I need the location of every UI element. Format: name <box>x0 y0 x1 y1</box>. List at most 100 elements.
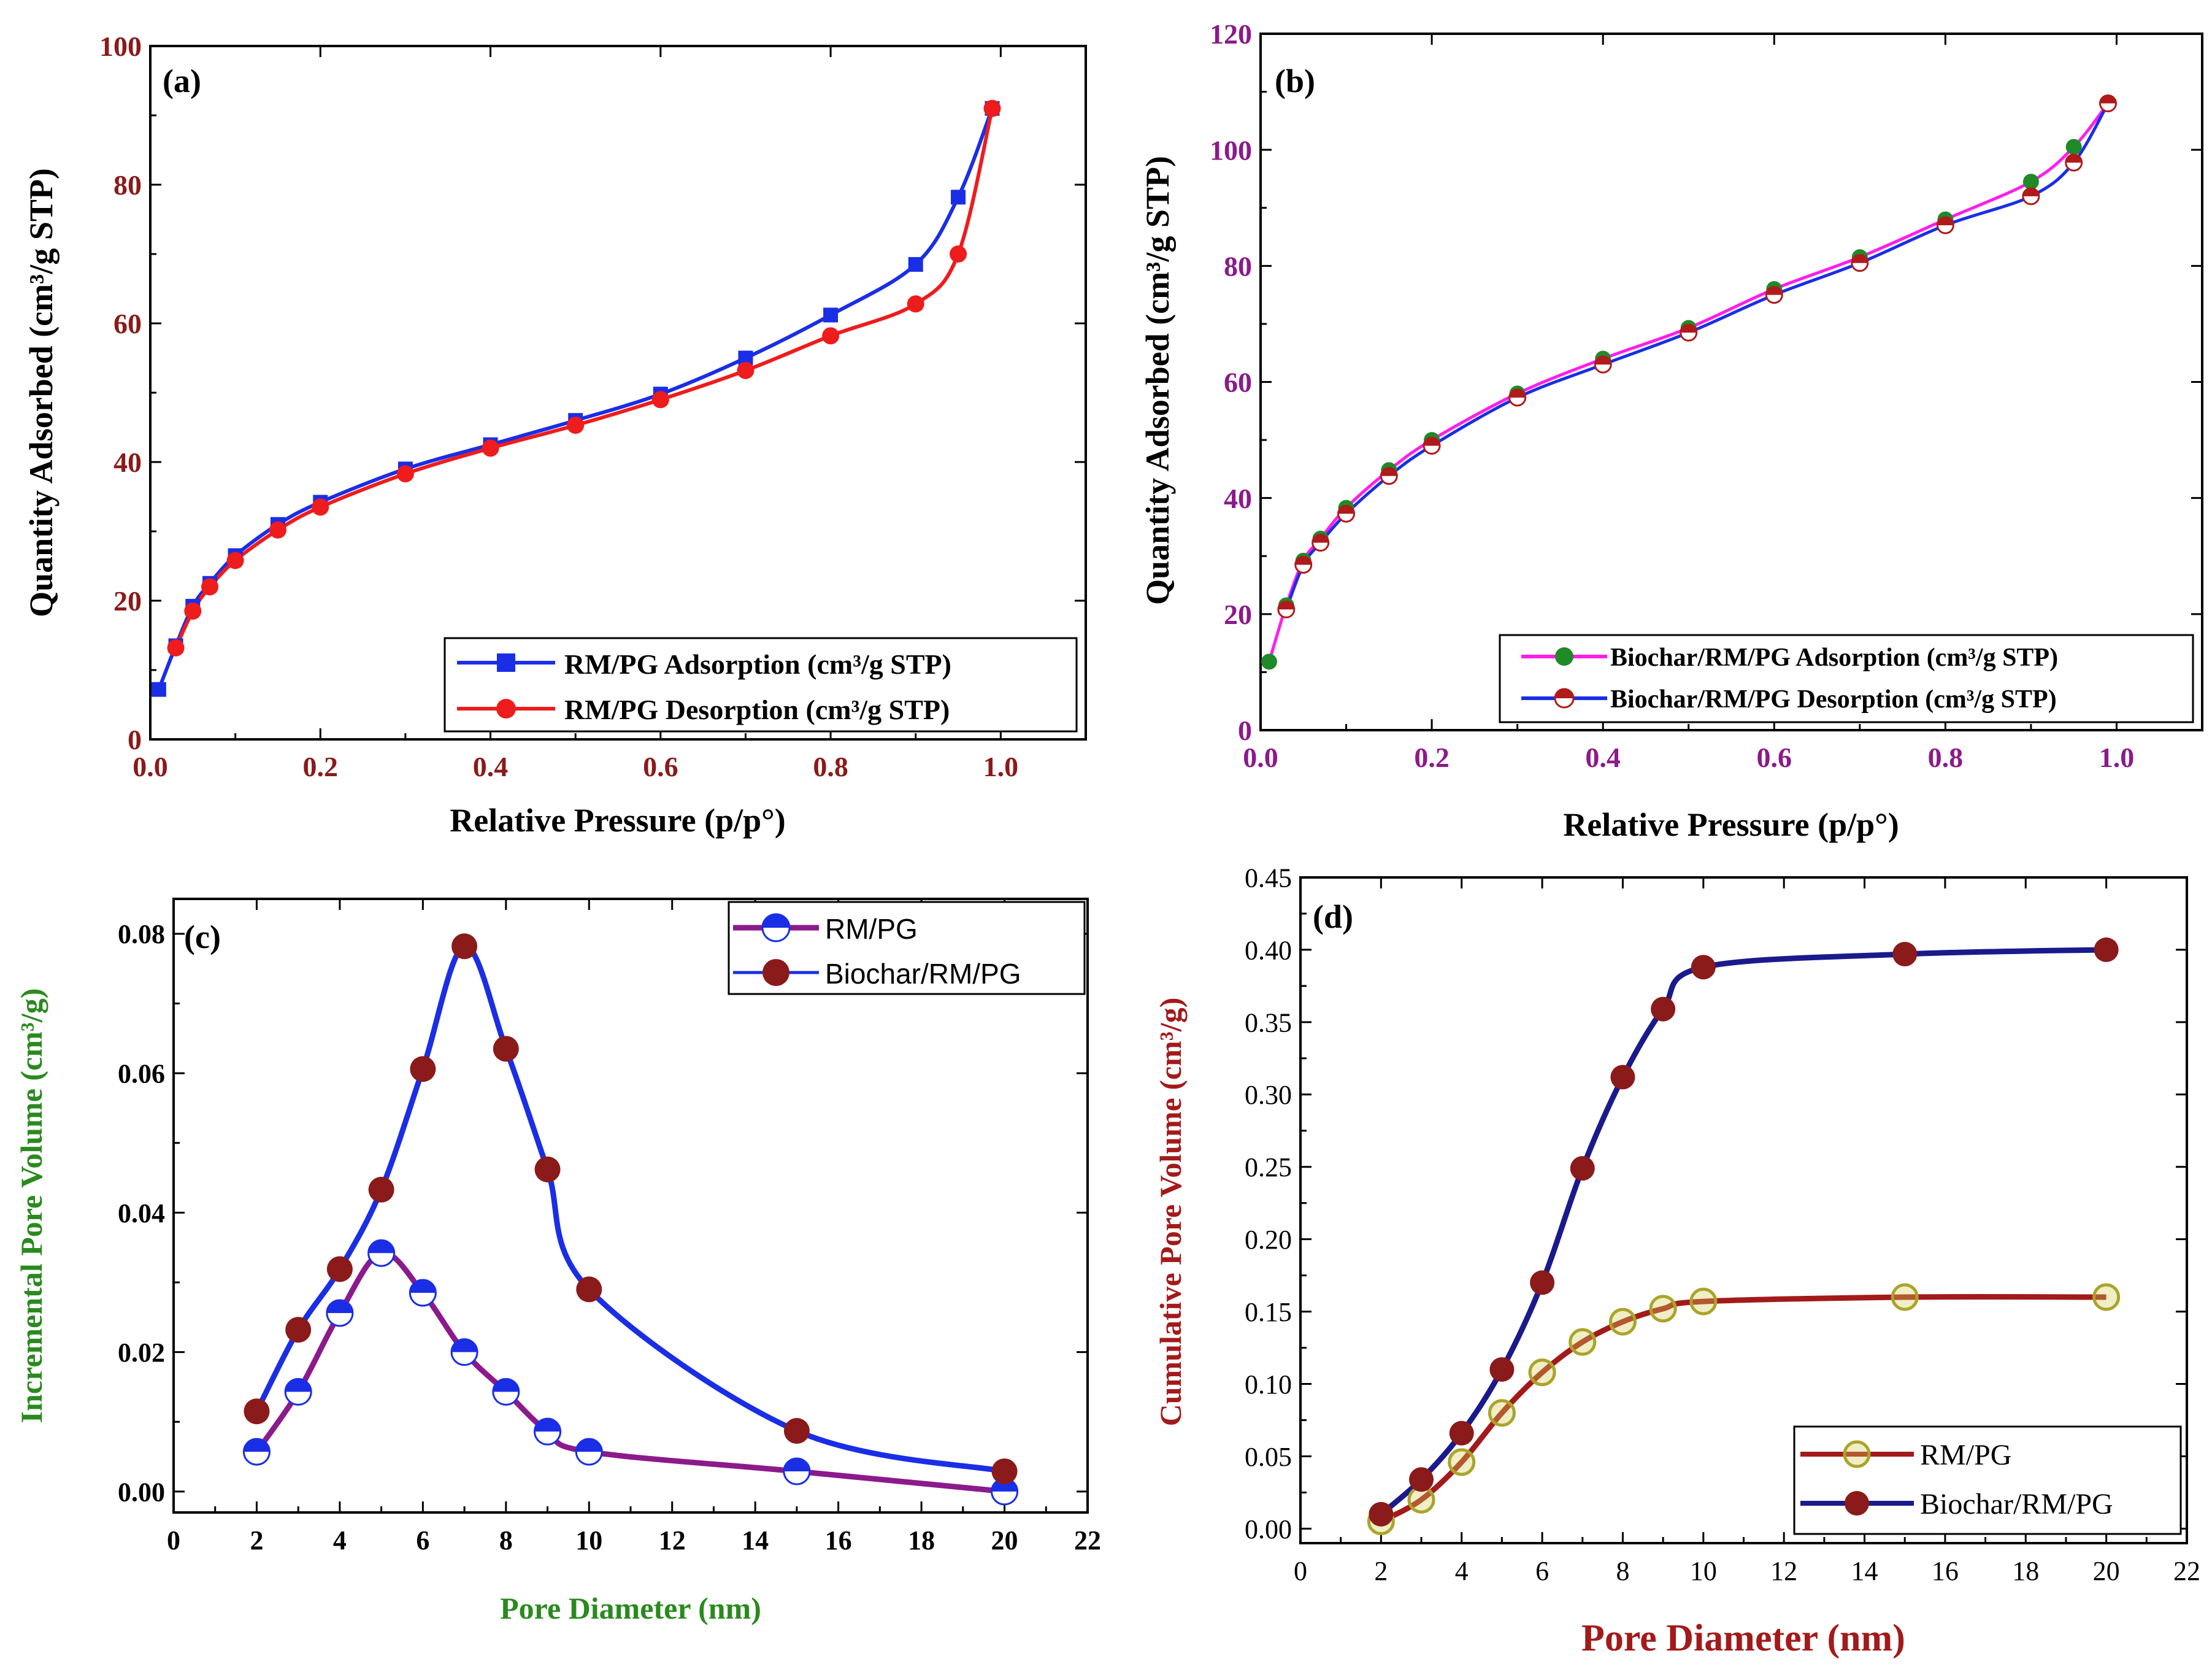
panel-d-ytick-label: 0.45 <box>1245 863 1292 893</box>
panel-d-xtick-label: 20 <box>2093 1556 2120 1586</box>
panel-b-ytick-label: 0 <box>1238 715 1252 746</box>
panel-b-xtick-label: 0.2 <box>1414 742 1450 773</box>
panel-b-xtick-label: 0.8 <box>1928 742 1964 773</box>
panel-d-series-1-point <box>1891 1283 1919 1311</box>
panel-a-series-2-point <box>184 602 202 620</box>
panel-a-legend: RM/PG Adsorption (cm³/g STP) RM/PG Desor… <box>444 637 1078 733</box>
panel-c-series-2-point <box>534 1156 561 1182</box>
panel-b-series-1-point <box>2022 174 2039 190</box>
panel-d-legend-label-rmpg: RM/PG <box>1920 1439 2011 1471</box>
panel-c-series-1-point <box>492 1377 520 1406</box>
panel-a-ytick-label: 60 <box>113 308 142 339</box>
panel-b-series-2-point <box>1380 467 1398 485</box>
panel-d-series-2-point <box>2094 937 2119 962</box>
panel-d-xtick-label: 22 <box>2173 1556 2200 1586</box>
panel-d-ytick-label: 0.10 <box>1245 1370 1292 1400</box>
panel-b-legend-box <box>1499 634 2194 723</box>
panel-c-xtick-label: 16 <box>825 1525 852 1555</box>
panel-d-series-1-point <box>1528 1358 1556 1387</box>
panel-c-xtick-label: 8 <box>499 1525 513 1555</box>
panel-b-series-1-point <box>2065 139 2082 155</box>
panel-a-series-2-point <box>822 327 840 345</box>
panel-c-legend-label-rmpg: RM/PG <box>825 913 918 945</box>
panel-a-series-2-point <box>167 639 185 657</box>
panel-d-series-1-point <box>1569 1328 1597 1356</box>
panel-a-xtick-label: 0.2 <box>303 751 339 782</box>
panel-d-ytick-label: 0.35 <box>1245 1007 1292 1038</box>
panel-a-legend-marker-desorption <box>496 699 516 718</box>
panel-c-xtick-label: 4 <box>333 1525 347 1555</box>
panel-b-series-2-point <box>1423 437 1441 455</box>
panel-b-series-line-2 <box>1285 102 2110 611</box>
panel-b-lines <box>1267 102 2110 663</box>
panel-d-xtick-label: 0 <box>1294 1556 1307 1586</box>
panel-b-series-2-point <box>2065 153 2083 172</box>
panel-c-series-1-point <box>367 1239 396 1267</box>
panel-a-lines <box>157 107 994 690</box>
panel-c-lines <box>254 943 1005 1495</box>
panel-a-legend-label-desorption: RM/PG Desorption (cm³/g STP) <box>564 694 950 725</box>
panel-c-series-2-point <box>410 1056 436 1082</box>
panel-a-frame <box>149 45 1087 741</box>
panel-b-series-2-point <box>1680 323 1698 342</box>
panel-b-ytick-label: 100 <box>1210 134 1252 166</box>
panel-d-xtick-label: 8 <box>1616 1556 1629 1586</box>
panel-c-series-1-point <box>409 1279 437 1307</box>
panel-c-ytick-label: 0.06 <box>118 1058 165 1088</box>
panel-c-legend-marker-biochar <box>762 959 789 986</box>
panel-d-series-1-point <box>1608 1308 1637 1336</box>
panel-c-legend-marker-rmpg <box>761 913 791 942</box>
panel-d-legend-box <box>1793 1425 2182 1535</box>
panel-c-xtick-label: 10 <box>575 1525 602 1555</box>
panel-a-legend-label-adsorption: RM/PG Adsorption (cm³/g STP) <box>564 649 951 680</box>
panel-c-xtick-label: 6 <box>416 1525 429 1555</box>
panel-a-xtick-label: 0.8 <box>813 751 848 782</box>
panel-a-series-1-point <box>823 307 839 323</box>
panel-d-series-line-1 <box>1380 1293 2106 1524</box>
panel-c-series-1-point <box>284 1377 312 1406</box>
panel-d-xtick-label: 4 <box>1455 1556 1469 1586</box>
panel-a-series-2-point <box>226 552 244 569</box>
panel-a-xtick-label: 0.6 <box>643 751 678 782</box>
panel-d-series-2-point <box>1570 1156 1595 1181</box>
panel-c-legend-box <box>728 901 1086 995</box>
panel-b-xtick-label: 0.0 <box>1243 742 1278 773</box>
panel-c-ytick-label: 0.04 <box>118 1198 165 1228</box>
panel-b-series-2-point <box>1594 355 1612 374</box>
panel-b-legend-marker-desorption <box>1554 688 1575 709</box>
panel-a-xtick-label: 0.4 <box>473 751 509 782</box>
panel-c-series-2-point <box>244 1398 270 1425</box>
panel-d-ytick-label: 0.05 <box>1245 1442 1292 1472</box>
panel-d-legend: RM/PG Biochar/RM/PG <box>1793 1425 2182 1535</box>
panel-b-series-2-point <box>1337 504 1356 523</box>
panel-d-series-2-point <box>1449 1420 1474 1446</box>
panel-d-series-2-point <box>1409 1467 1434 1492</box>
panel-d-legend-marker-biochar <box>1845 1491 1869 1516</box>
panel-c-series-line-1 <box>254 1250 1005 1495</box>
panel-a-series-2-point <box>482 439 499 457</box>
panel-c-series-1-point <box>783 1457 811 1485</box>
panel-c-legend-label-biochar: Biochar/RM/PG <box>825 958 1021 990</box>
panel-b-xlabel: Relative Pressure (p/p°) <box>1563 806 1899 843</box>
panel-c-xtick-label: 18 <box>908 1525 935 1555</box>
panel-b-ytick-label: 40 <box>1224 483 1252 514</box>
panel-a-series-2-point <box>567 417 585 434</box>
panel-a-series-2-point <box>312 498 329 516</box>
panel-b-legend-label-adsorption: Biochar/RM/PG Adsorption (cm³/g STP) <box>1610 644 2058 672</box>
panel-b-xtick-label: 0.6 <box>1757 742 1792 773</box>
panel-b-xtick-label: 1.0 <box>2099 742 2135 773</box>
panel-b-series-2-point <box>1294 555 1313 574</box>
panel-c-xlabel: Pore Diameter (nm) <box>500 1591 761 1625</box>
panel-d-series-1-point <box>1649 1295 1677 1323</box>
panel-a-xlabel: Relative Pressure (p/p°) <box>450 802 786 839</box>
panel-c-label: (c) <box>184 919 221 955</box>
panel-a-ytick-label: 20 <box>113 585 142 617</box>
panel-c-ytick-label: 0.00 <box>118 1477 165 1507</box>
panel-d-series-2-point <box>1489 1357 1515 1382</box>
panel-c-series-1-point <box>575 1438 603 1466</box>
panel-a-legend-marker-adsorption <box>497 653 515 672</box>
panel-b-series-2-point <box>1936 216 1954 234</box>
panel-c-series-1-point <box>534 1417 562 1446</box>
panel-a-ytick-label: 100 <box>99 31 142 62</box>
panel-a-legend-box <box>444 637 1078 733</box>
